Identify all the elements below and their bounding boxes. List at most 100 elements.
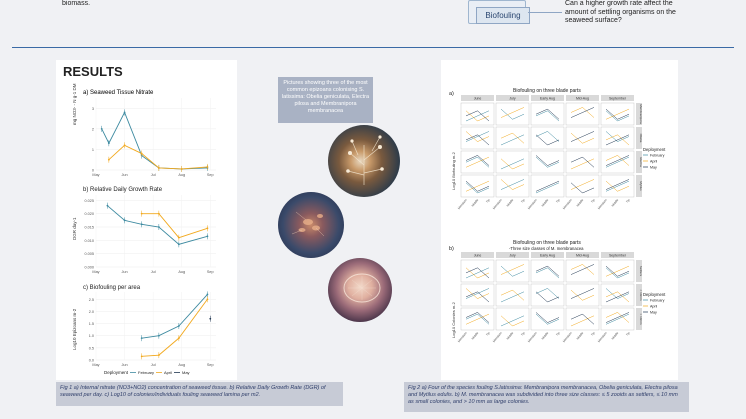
chart-b-ytick: 0.000	[84, 266, 94, 270]
membranipora-photo	[328, 258, 392, 322]
facet-b-facet-line-february	[465, 288, 490, 299]
chart-b-point	[140, 212, 143, 215]
right-a-legend-february: February	[650, 154, 665, 158]
facet-a-facet-cell	[565, 174, 600, 198]
facet-a-facet-line-april	[605, 155, 630, 166]
chart-c-point	[157, 334, 160, 337]
facet-b-facet-cell	[530, 283, 565, 307]
facet-b-facet-cell	[530, 307, 565, 331]
chart-a-ytick: 1	[92, 148, 94, 152]
facet-b-facet-line-may	[535, 291, 560, 303]
legend-february: February	[138, 370, 154, 375]
legend-may: May	[182, 370, 190, 375]
facet-b-month-label: July	[509, 254, 515, 258]
facet-a-row-strip	[636, 103, 642, 125]
facet-a-month-strip	[461, 95, 494, 101]
facet-b-facet-line-may	[535, 265, 560, 277]
facet-b-xtick: Tip	[520, 331, 526, 337]
facet-a-xtick: Tip	[520, 198, 526, 204]
facet-b-facet-line-may	[465, 312, 490, 323]
facet-a-facet-line-april	[605, 134, 630, 146]
legend-title: Deployment	[104, 370, 129, 375]
facet-b-row-strip	[636, 308, 642, 330]
facet-b-facet-line-february	[535, 313, 560, 325]
facet-b-xtick: Middle	[611, 331, 620, 341]
facet-b-xtick: Middle	[506, 331, 515, 341]
facet-a-facet-cell	[530, 102, 565, 126]
facet-b-facet-cell	[565, 259, 600, 283]
facet-a-xtick: Meristem	[457, 198, 468, 210]
chart-a-title: a) Seaweed Tissue Nitrate	[83, 90, 154, 96]
facet-a-month-strip	[496, 95, 529, 101]
facet-a-xtick: Meristem	[527, 198, 538, 210]
facet-a-facet-line-february	[465, 131, 490, 142]
facet-a-xtick: Middle	[611, 198, 620, 208]
facet-a-row-label: Electra	[639, 157, 643, 167]
facet-a-facet-cell	[495, 174, 530, 198]
facet-a-facet-line-may	[570, 131, 595, 142]
chart-c-xtick: Aug	[178, 363, 185, 367]
right-a-legend: Deployment February April May	[643, 147, 666, 170]
chart-a-point	[206, 166, 209, 168]
chart-b-ytick: 0.010	[84, 239, 94, 243]
chart-c-point	[140, 355, 143, 358]
facet-b-facet-line-february	[605, 267, 630, 279]
facet-b-xtick: Tip	[485, 331, 491, 337]
facet-a-facet-cell	[530, 150, 565, 174]
facet-a-facet-line-may	[605, 108, 630, 120]
facet-a-facet-line-april	[500, 132, 525, 144]
facet-a-facet-line-february	[535, 131, 560, 142]
facet-a-facet-line-february	[605, 131, 630, 142]
chart-c: 0.0 0.5 1.0 1.5 2.0 2.5 May Jun Jul Aug Sep	[89, 291, 216, 367]
facet-a-facet-line-april	[465, 180, 490, 192]
facet-b-facet-line-may	[535, 312, 560, 323]
facet-b-facet-line-may	[465, 291, 490, 303]
facet-a-xtick: Meristem	[597, 198, 608, 210]
chart-c-ytick: 0.0	[89, 359, 94, 363]
right-b-legend-april: April	[650, 305, 657, 309]
chart-a-series-february	[101, 111, 208, 170]
facet-b-facet-line-april	[465, 313, 490, 325]
chart-c-point	[140, 337, 143, 340]
chart-b-point	[206, 235, 209, 238]
facet-a-facet-cell	[460, 102, 495, 126]
facet-a-facet-line-february	[535, 156, 560, 168]
facet-a-row-label: Obelia	[639, 134, 643, 143]
facet-b-facet-line-may	[605, 312, 630, 323]
chart-a: 0 1 2 3 May Jun Jul Aug Sep	[92, 98, 216, 177]
right-b-ylabel: Log10 Colonies m-2	[451, 301, 456, 338]
chart-a-xtick: Sep	[207, 173, 214, 177]
facet-a-facet-line-april	[570, 179, 595, 190]
facet-a-facet-line-april	[570, 158, 595, 170]
facet-a-month-strip	[531, 95, 564, 101]
facet-a-facet-line-february	[605, 180, 630, 192]
facet-b-xtick: Meristem	[597, 331, 608, 343]
chart-a-point	[123, 111, 126, 114]
facet-b-facet-cell	[495, 307, 530, 331]
figure-1-caption: Fig 1 a) Internal nitrate (NO3+NO2) conc…	[56, 382, 343, 406]
facet-b-row-label: Settlers	[639, 266, 643, 277]
facet-b-facet-cell	[530, 259, 565, 283]
facet-a-xtick: Middle	[506, 198, 515, 208]
facet-b-facet-line-may	[605, 265, 630, 277]
facet-b-facet-line-may	[570, 313, 595, 325]
right-a-legend-may: May	[650, 166, 657, 170]
chart-a-ytick: 3	[92, 107, 94, 111]
facet-a-facet-line-may	[605, 155, 630, 166]
facet-a-facet-line-february	[500, 158, 525, 170]
right-b-title: Biofouling on three blade parts	[513, 240, 581, 246]
facet-b-facet-line-april	[465, 288, 490, 299]
electra-pilosa-photo	[278, 192, 344, 258]
facet-b-xtick: Middle	[576, 331, 585, 341]
chart-b-ytick: 0.015	[84, 226, 94, 230]
facet-a-facet-cell	[565, 126, 600, 150]
facet-a-xtick: Middle	[471, 198, 480, 208]
electra-colony-icon	[291, 211, 325, 237]
facet-a-facet-line-february	[465, 110, 490, 122]
chart-b-point	[140, 223, 143, 226]
facet-a-month-label: September	[609, 97, 627, 101]
chart-a-series-april	[108, 144, 208, 170]
facet-b-facet-line-may	[605, 291, 630, 303]
pictures-caption: Pictures showing three of the most commo…	[278, 77, 373, 123]
facet-b-facet-line-april	[500, 264, 525, 275]
